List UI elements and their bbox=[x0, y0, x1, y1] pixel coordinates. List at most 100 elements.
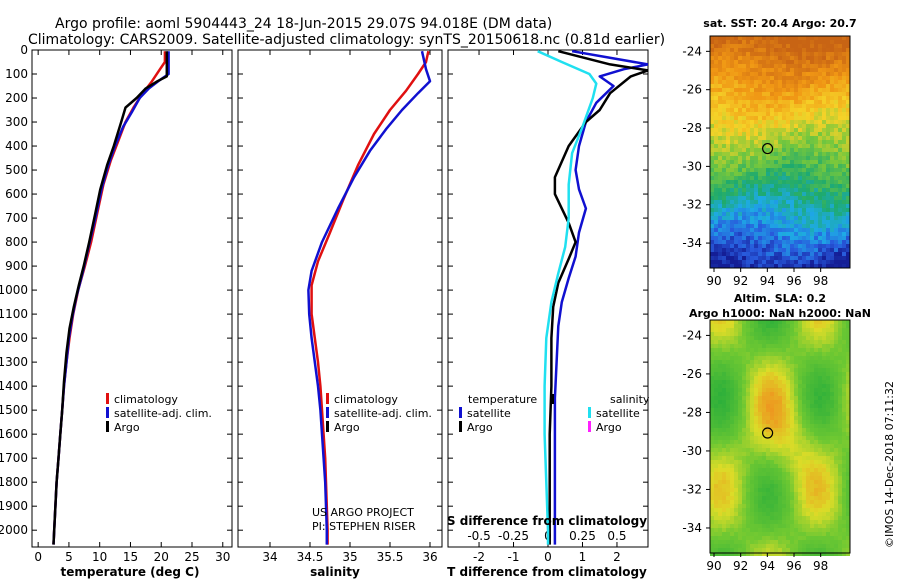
map-cell bbox=[810, 232, 814, 236]
map-cell bbox=[778, 236, 782, 240]
map-cell bbox=[818, 392, 822, 396]
map-cell bbox=[834, 488, 838, 492]
map-x-tick-label: 96 bbox=[786, 559, 801, 573]
map-cell bbox=[822, 236, 826, 240]
map-cell bbox=[718, 388, 722, 392]
map-cell bbox=[802, 76, 806, 80]
map-cell bbox=[766, 224, 770, 228]
map-cell bbox=[806, 156, 810, 160]
map-cell bbox=[722, 184, 726, 188]
map-cell bbox=[726, 448, 730, 452]
map-cell bbox=[714, 376, 718, 380]
map-cell bbox=[758, 452, 762, 456]
legend-label-satellite: satellite-adj. clim. bbox=[334, 407, 432, 420]
map-cell bbox=[710, 340, 714, 344]
map-cell bbox=[826, 192, 830, 196]
map-cell bbox=[754, 224, 758, 228]
map-cell bbox=[718, 196, 722, 200]
map-cell bbox=[778, 504, 782, 508]
map-cell bbox=[822, 248, 826, 252]
map-cell bbox=[770, 172, 774, 176]
map-cell bbox=[754, 500, 758, 504]
map-cell bbox=[798, 88, 802, 92]
legend-swatch-t-argo bbox=[459, 421, 462, 432]
map-cell bbox=[742, 424, 746, 428]
map-cell bbox=[802, 188, 806, 192]
depth-tick-label: 1300 bbox=[0, 355, 28, 369]
map-cell bbox=[738, 176, 742, 180]
map-cell bbox=[770, 176, 774, 180]
map-cell bbox=[814, 360, 818, 364]
map-cell bbox=[738, 72, 742, 76]
map-cell bbox=[726, 396, 730, 400]
map-cell bbox=[826, 180, 830, 184]
map-cell bbox=[838, 124, 842, 128]
map-cell bbox=[726, 156, 730, 160]
map-cell bbox=[734, 192, 738, 196]
map-cell bbox=[794, 256, 798, 260]
map-cell bbox=[810, 352, 814, 356]
map-cell bbox=[810, 488, 814, 492]
map-cell bbox=[810, 532, 814, 536]
map-cell bbox=[810, 508, 814, 512]
map-cell bbox=[794, 372, 798, 376]
map-cell bbox=[762, 348, 766, 352]
map-cell bbox=[830, 452, 834, 456]
map-cell bbox=[746, 172, 750, 176]
map-cell bbox=[714, 328, 718, 332]
map-cell bbox=[822, 328, 826, 332]
map-cell bbox=[766, 520, 770, 524]
map-cell bbox=[834, 164, 838, 168]
map-cell bbox=[758, 524, 762, 528]
map-cell bbox=[798, 476, 802, 480]
map-cell bbox=[766, 472, 770, 476]
map-cell bbox=[846, 64, 850, 68]
map-cell bbox=[738, 260, 742, 264]
map-cell bbox=[838, 264, 842, 268]
x-tick-label: 0 bbox=[544, 550, 552, 564]
map-cell bbox=[830, 124, 834, 128]
map-cell bbox=[754, 236, 758, 240]
map-cell bbox=[814, 76, 818, 80]
map-cell bbox=[830, 508, 834, 512]
map-cell bbox=[822, 240, 826, 244]
map-cell bbox=[762, 500, 766, 504]
map-cell bbox=[786, 340, 790, 344]
map-cell bbox=[798, 360, 802, 364]
map-cell bbox=[834, 404, 838, 408]
map-cell bbox=[730, 492, 734, 496]
map-cell bbox=[846, 184, 850, 188]
map-cell bbox=[758, 84, 762, 88]
map-cell bbox=[810, 112, 814, 116]
map-cell bbox=[738, 500, 742, 504]
map-cell bbox=[754, 60, 758, 64]
map-cell bbox=[742, 532, 746, 536]
map-cell bbox=[734, 52, 738, 56]
map-cell bbox=[730, 160, 734, 164]
map-cell bbox=[754, 520, 758, 524]
map-cell bbox=[810, 456, 814, 460]
map-cell bbox=[726, 196, 730, 200]
map-cell bbox=[842, 180, 846, 184]
map-cell bbox=[778, 80, 782, 84]
map-cell bbox=[786, 200, 790, 204]
map-cell bbox=[766, 496, 770, 500]
map-cell bbox=[710, 352, 714, 356]
map-cell bbox=[782, 432, 786, 436]
map-cell bbox=[782, 516, 786, 520]
map-cell bbox=[794, 220, 798, 224]
map-cell bbox=[714, 388, 718, 392]
map-cell bbox=[826, 136, 830, 140]
map-cell bbox=[742, 52, 746, 56]
map-cell bbox=[762, 512, 766, 516]
map-cell bbox=[842, 492, 846, 496]
map-cell bbox=[774, 112, 778, 116]
map-cell bbox=[842, 236, 846, 240]
map-cell bbox=[814, 68, 818, 72]
map-cell bbox=[822, 256, 826, 260]
map-cell bbox=[714, 112, 718, 116]
map-cell bbox=[778, 444, 782, 448]
map-cell bbox=[762, 168, 766, 172]
map-cell bbox=[718, 208, 722, 212]
map-cell bbox=[806, 152, 810, 156]
